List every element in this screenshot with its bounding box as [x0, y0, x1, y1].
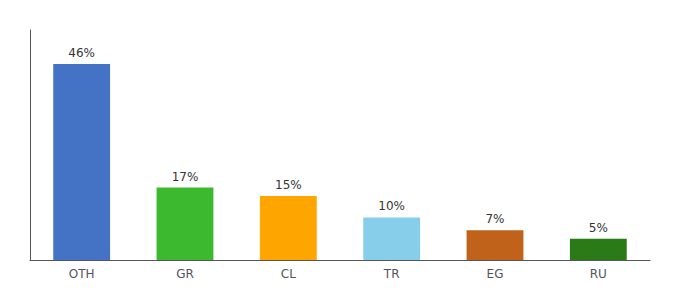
svg-text:10%: 10%	[378, 199, 405, 213]
svg-text:46%: 46%	[68, 46, 95, 60]
svg-text:TR: TR	[383, 267, 400, 281]
svg-text:EG: EG	[487, 267, 504, 281]
svg-text:5%: 5%	[589, 221, 608, 235]
svg-text:7%: 7%	[485, 212, 504, 226]
svg-text:GR: GR	[176, 267, 194, 281]
svg-text:17%: 17%	[172, 170, 199, 184]
svg-text:OTH: OTH	[69, 267, 95, 281]
svg-text:15%: 15%	[275, 178, 302, 192]
svg-text:RU: RU	[590, 267, 607, 281]
svg-text:CL: CL	[281, 267, 296, 281]
